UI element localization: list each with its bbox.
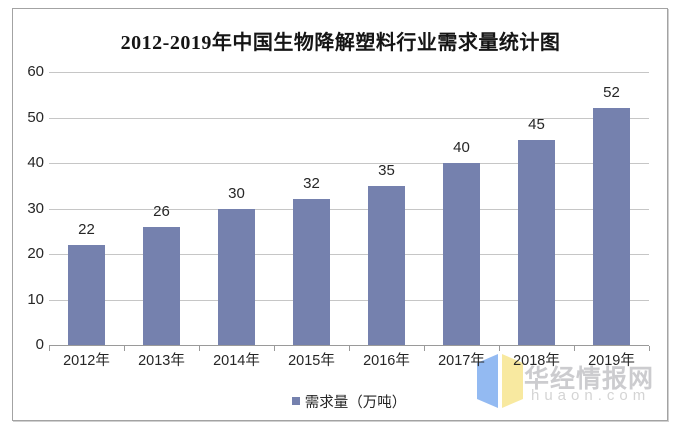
x-axis-category-label: 2014年: [213, 353, 260, 369]
gridline: [49, 163, 649, 164]
x-axis-category-label: 2019年: [588, 353, 635, 369]
gridline: [49, 299, 649, 301]
x-axis-tick: [49, 346, 50, 351]
x-axis-category-label: 2013年: [138, 353, 185, 369]
bar-2012年: [68, 244, 105, 345]
bar-2019年: [593, 108, 630, 345]
x-axis-category-label: 2012年: [63, 353, 110, 369]
legend-swatch-icon: [291, 397, 300, 405]
bar-value-label: 30: [228, 184, 245, 202]
x-axis-tick: [349, 346, 350, 351]
gridline: [49, 208, 649, 210]
y-axis-tick-label: 60: [27, 63, 44, 80]
x-axis-tick: [649, 346, 650, 351]
x-axis-category-label: 2017年: [438, 353, 485, 369]
x-axis-tick: [199, 346, 200, 351]
y-axis-tick-label: 30: [27, 199, 44, 217]
gridline: [49, 72, 649, 73]
bar-value-label: 52: [603, 84, 620, 102]
gridline: [49, 254, 649, 255]
bar-value-label: 45: [528, 116, 545, 134]
bar-value-label: 22: [78, 220, 95, 238]
x-axis-line: [49, 345, 649, 346]
x-axis-category-label: 2018年: [513, 353, 560, 369]
x-axis-category-label: 2015年: [288, 353, 335, 369]
legend-label: 需求量（万吨）: [304, 394, 407, 411]
gridline: [49, 117, 649, 119]
y-axis-tick-label: 50: [27, 108, 44, 126]
x-axis-tick: [424, 346, 425, 351]
y-axis-tick-label: 0: [35, 336, 44, 353]
bar-2016年: [368, 185, 405, 345]
bar-value-label: 35: [378, 161, 395, 179]
y-axis-tick-label: 10: [27, 290, 44, 308]
bar-2013年: [143, 226, 180, 345]
bar-value-label: 40: [453, 139, 470, 156]
bar-2017年: [443, 163, 480, 345]
bar-value-label: 26: [153, 202, 170, 220]
bar-2015年: [293, 199, 330, 345]
x-axis-category-label: 2016年: [363, 353, 410, 369]
y-axis-tick-label: 20: [27, 245, 44, 262]
bar-2018年: [518, 140, 555, 345]
bar-2014年: [218, 208, 255, 345]
x-axis-tick: [124, 346, 125, 351]
y-axis-tick-label: 40: [27, 154, 44, 171]
chart-title: 2012-2019年中国生物降解塑料行业需求量统计图: [120, 32, 561, 54]
x-axis-tick: [499, 346, 500, 351]
bar-value-label: 32: [303, 175, 320, 193]
x-axis-tick: [574, 346, 575, 351]
legend: 需求量（万吨）: [49, 392, 649, 411]
x-axis-tick: [274, 346, 275, 351]
chart-frame: [12, 8, 668, 421]
